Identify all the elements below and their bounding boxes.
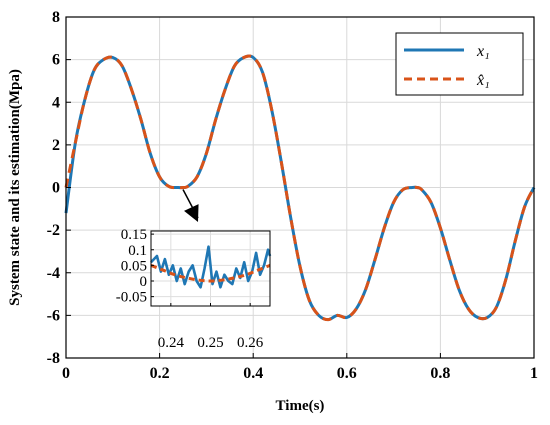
inset-zoom: 0.24 0.25 0.26 0.150.10.050-0.05 xyxy=(116,227,272,351)
legend-box xyxy=(395,32,524,96)
inset-series xyxy=(150,245,272,289)
legend-label-x1: x₁ xyxy=(476,43,490,60)
inset-y-tick-label: 0.15 xyxy=(121,227,147,243)
y-tick-label: -4 xyxy=(47,265,60,282)
y-tick-label: 8 xyxy=(52,9,60,26)
inset-y-tick-label: 0.1 xyxy=(128,243,147,259)
inset-y-tick-label: -0.05 xyxy=(116,290,147,306)
series-line-x1-hat xyxy=(64,54,536,322)
inset-x-tick-label: 0.24 xyxy=(158,335,185,351)
x-tick-label: 0.4 xyxy=(243,365,263,382)
y-tick-label: -6 xyxy=(47,307,60,324)
y-tick-label: 0 xyxy=(52,180,60,197)
axis-ticks: 0 0.2 0.4 0.6 0.8 1 -8 -6 -4 -2 0 2 4 6 8 xyxy=(47,9,538,382)
x-tick-label: 0.2 xyxy=(150,365,170,382)
zoom-arrow xyxy=(182,189,199,222)
inset-x-tick-label: 0.26 xyxy=(237,335,264,351)
y-tick-label: -8 xyxy=(47,350,60,367)
y-tick-label: 6 xyxy=(52,52,60,69)
y-tick-label: 4 xyxy=(52,94,60,111)
series-group xyxy=(64,54,536,322)
inset-x-tick-label: 0.25 xyxy=(197,335,223,351)
x-axis-label: Time(s) xyxy=(276,398,325,414)
x-tick-label: 0.6 xyxy=(337,365,357,382)
x-tick-label: 1 xyxy=(530,365,538,382)
inset-y-tick-label: 0 xyxy=(140,274,148,290)
y-tick-label: -2 xyxy=(47,222,60,239)
zoom-arrow-head xyxy=(184,204,199,222)
x-tick-label: 0 xyxy=(62,365,70,382)
legend-label-x1-hat: x̂₁ xyxy=(476,72,490,89)
legend: x₁ x̂₁ xyxy=(395,32,524,96)
y-axis-label: System state and its estimation(Mpa) xyxy=(7,69,23,306)
inset-y-tick-label: 0.05 xyxy=(121,258,147,274)
x-tick-label: 0.8 xyxy=(430,365,450,382)
y-tick-label: 2 xyxy=(52,137,60,154)
inset-ticks: 0.24 0.25 0.26 0.150.10.050-0.05 xyxy=(116,227,264,351)
inset-series-line-x1-hat xyxy=(150,263,271,283)
